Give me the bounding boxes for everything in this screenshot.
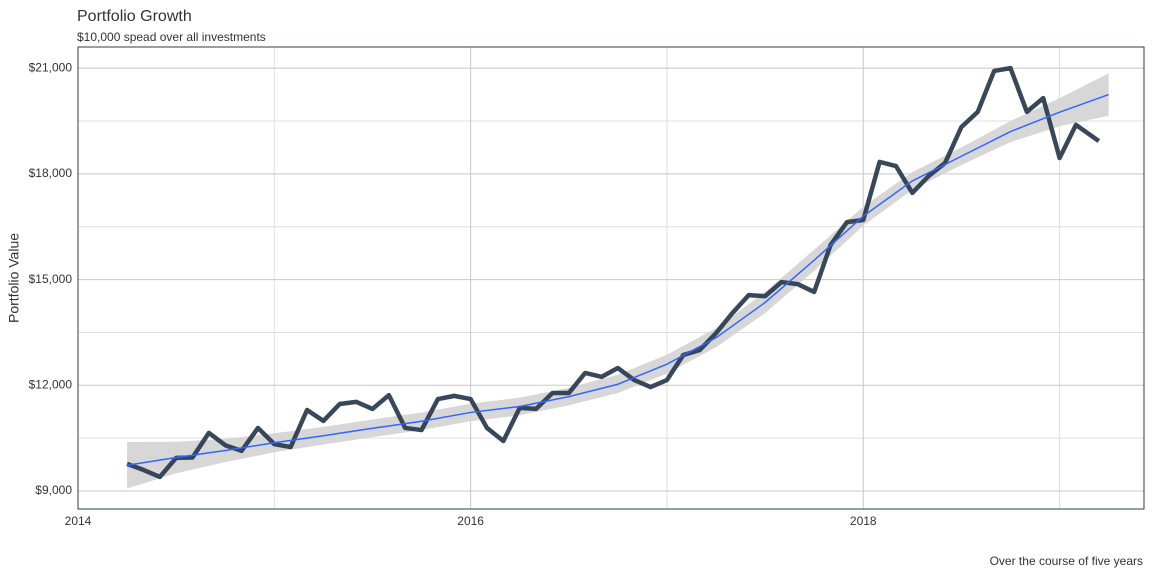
y-tick-label: $21,000 xyxy=(29,60,73,74)
series-line xyxy=(126,65,1101,480)
y-tick-label: $12,000 xyxy=(29,377,73,391)
trend-line xyxy=(126,93,1109,467)
x-tick-label: 2014 xyxy=(65,514,92,528)
chart-title: Portfolio Growth xyxy=(77,8,192,25)
caption: Over the course of five years xyxy=(990,554,1143,568)
y-axis-label: Portfolio Value xyxy=(6,233,22,323)
x-tick-label: 2018 xyxy=(850,514,877,528)
y-tick-label: $18,000 xyxy=(29,166,73,180)
plot-border xyxy=(77,46,1145,510)
y-tick-label: $9,000 xyxy=(35,483,72,497)
y-tick-label: $15,000 xyxy=(29,272,73,286)
chart-subtitle: $10,000 spead over all investments xyxy=(77,30,266,44)
x-tick-label: 2016 xyxy=(457,514,484,528)
